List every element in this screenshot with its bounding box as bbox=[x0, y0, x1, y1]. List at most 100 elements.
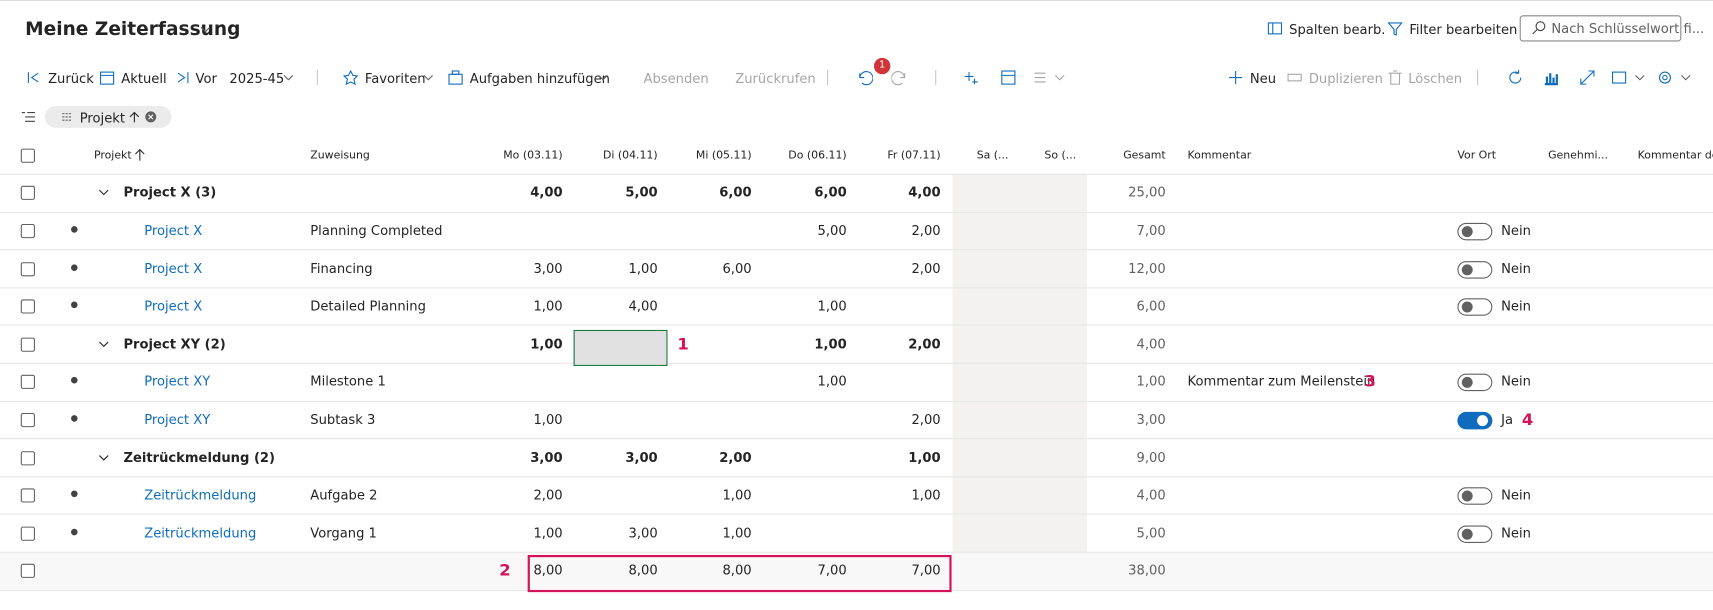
project-link[interactable]: Project XY bbox=[144, 373, 211, 390]
delete[interactable]: Löschen bbox=[1408, 71, 1463, 87]
form-icon[interactable] bbox=[1001, 70, 1016, 85]
day-hours[interactable]: 1,00 bbox=[817, 373, 847, 390]
day-hours[interactable]: 2,00 bbox=[911, 411, 941, 428]
onsite-toggle[interactable] bbox=[1457, 411, 1493, 430]
undo-icon[interactable] bbox=[855, 69, 873, 86]
day-hours[interactable]: 1,00 bbox=[722, 525, 752, 541]
day-hours[interactable]: 2,00 bbox=[908, 336, 941, 352]
recall[interactable]: Zurückrufen bbox=[735, 71, 816, 87]
column-header[interactable]: Genehmi... bbox=[1548, 149, 1608, 162]
column-header[interactable]: Do (06.11) bbox=[788, 149, 847, 162]
title-chevron[interactable] bbox=[199, 24, 212, 35]
day-hours[interactable]: 3,00 bbox=[628, 525, 658, 541]
row-checkbox[interactable] bbox=[20, 337, 35, 352]
next[interactable]: Vor bbox=[195, 71, 217, 87]
column-header[interactable]: Gesamt bbox=[1123, 149, 1166, 162]
project-link[interactable]: Project X bbox=[144, 260, 203, 276]
project-link[interactable]: Project X bbox=[144, 298, 203, 314]
column-header[interactable]: Mo (03.11) bbox=[503, 149, 563, 162]
footer-checkbox[interactable] bbox=[20, 563, 35, 578]
row-checkbox[interactable] bbox=[20, 526, 35, 541]
filter-chip[interactable] bbox=[44, 105, 172, 128]
tasks-chevron[interactable] bbox=[597, 72, 610, 83]
column-header[interactable]: Di (04.11) bbox=[602, 149, 658, 162]
expand-icon[interactable] bbox=[1579, 69, 1596, 86]
grouping-icon[interactable] bbox=[21, 109, 36, 124]
day-hours[interactable]: 1,00 bbox=[533, 525, 563, 541]
row-checkbox[interactable] bbox=[20, 450, 35, 465]
onsite-toggle[interactable] bbox=[1457, 525, 1493, 543]
day-hours[interactable]: 3,00 bbox=[530, 449, 563, 465]
group-toggle[interactable] bbox=[97, 187, 110, 198]
group-toggle[interactable] bbox=[97, 338, 110, 349]
day-hours[interactable]: 1,00 bbox=[911, 487, 941, 503]
search-box[interactable] bbox=[1519, 15, 1682, 42]
day-hours[interactable]: 4,00 bbox=[628, 298, 658, 314]
refresh-icon[interactable] bbox=[1507, 69, 1524, 86]
duplicate[interactable]: Duplizieren bbox=[1308, 71, 1383, 87]
day-hours[interactable]: 1,00 bbox=[817, 298, 847, 314]
add-row-icon[interactable] bbox=[964, 70, 979, 85]
project-link[interactable]: Project XY bbox=[144, 411, 211, 428]
row-checkbox[interactable] bbox=[20, 299, 35, 314]
column-header[interactable]: Kommentar bbox=[1187, 149, 1252, 162]
day-hours[interactable]: 1,00 bbox=[722, 487, 752, 503]
day-hours[interactable]: 1,00 bbox=[533, 411, 563, 428]
onsite-toggle[interactable] bbox=[1457, 222, 1493, 241]
project-link[interactable]: Zeitrückmeldung bbox=[144, 487, 257, 503]
column-header[interactable]: Mi (05.11) bbox=[695, 149, 752, 162]
column-header[interactable]: Projekt bbox=[93, 149, 132, 162]
onsite-toggle[interactable] bbox=[1457, 487, 1493, 505]
column-header[interactable]: So (... bbox=[1044, 149, 1077, 162]
row-checkbox[interactable] bbox=[20, 186, 35, 201]
edit-filter[interactable]: Filter bearbeiten bbox=[1409, 21, 1518, 38]
excel-icon[interactable] bbox=[1611, 69, 1648, 86]
favorites-chevron[interactable] bbox=[422, 72, 435, 83]
chip-remove[interactable] bbox=[144, 110, 157, 123]
day-hours[interactable]: 6,00 bbox=[719, 184, 752, 201]
settings-icon[interactable] bbox=[1657, 69, 1694, 86]
day-hours[interactable]: 5,00 bbox=[817, 222, 847, 239]
onsite-toggle[interactable] bbox=[1457, 298, 1493, 316]
column-header[interactable]: Fr (07.11) bbox=[887, 149, 941, 162]
add-tasks[interactable]: Aufgaben hinzufügen bbox=[469, 71, 610, 87]
back[interactable]: Zurück bbox=[48, 71, 94, 87]
column-header[interactable]: Kommentar de bbox=[1637, 149, 1713, 162]
onsite-toggle[interactable] bbox=[1457, 373, 1493, 392]
column-header[interactable]: Zuweisung bbox=[310, 149, 370, 162]
header-checkbox[interactable] bbox=[20, 148, 35, 163]
day-hours[interactable]: 2,00 bbox=[533, 487, 563, 503]
day-hours[interactable]: 1,00 bbox=[908, 449, 941, 465]
row-checkbox[interactable] bbox=[20, 261, 35, 276]
row-checkbox[interactable] bbox=[20, 488, 35, 503]
day-hours[interactable]: 3,00 bbox=[625, 449, 658, 465]
page-title[interactable]: Meine Zeiterfassung bbox=[25, 18, 241, 41]
column-header[interactable]: Vor Ort bbox=[1457, 149, 1497, 162]
submit[interactable]: Absenden bbox=[643, 71, 709, 87]
day-hours[interactable]: 6,00 bbox=[722, 260, 752, 276]
comment[interactable]: Kommentar zum Meilenstein bbox=[1187, 373, 1376, 390]
day-hours[interactable]: 2,00 bbox=[911, 222, 941, 239]
edit-columns[interactable]: Spalten bearb. bbox=[1289, 21, 1386, 38]
day-hours[interactable]: 2,00 bbox=[719, 449, 752, 465]
selected-cell[interactable] bbox=[573, 330, 668, 367]
group-toggle[interactable] bbox=[97, 452, 110, 463]
row-checkbox[interactable] bbox=[20, 412, 35, 428]
day-hours[interactable]: 1,00 bbox=[530, 336, 563, 352]
onsite-toggle[interactable] bbox=[1457, 260, 1493, 279]
row-checkbox[interactable] bbox=[20, 223, 35, 239]
project-link[interactable]: Zeitrückmeldung bbox=[144, 525, 257, 541]
favorites[interactable]: Favoriten bbox=[364, 71, 426, 87]
chart-icon[interactable] bbox=[1543, 69, 1560, 86]
new[interactable]: Neu bbox=[1249, 71, 1277, 87]
day-hours[interactable]: 3,00 bbox=[533, 260, 563, 276]
redo-icon[interactable] bbox=[891, 69, 908, 86]
day-hours[interactable]: 1,00 bbox=[533, 298, 563, 314]
week-chevron[interactable] bbox=[282, 72, 295, 83]
day-hours[interactable]: 2,00 bbox=[911, 260, 941, 276]
project-link[interactable]: Project X bbox=[144, 222, 203, 239]
week-picker[interactable]: 2025-45 bbox=[229, 71, 285, 87]
day-hours[interactable]: 6,00 bbox=[814, 184, 847, 201]
day-hours[interactable]: 4,00 bbox=[530, 184, 563, 201]
day-hours[interactable]: 4,00 bbox=[908, 184, 941, 201]
